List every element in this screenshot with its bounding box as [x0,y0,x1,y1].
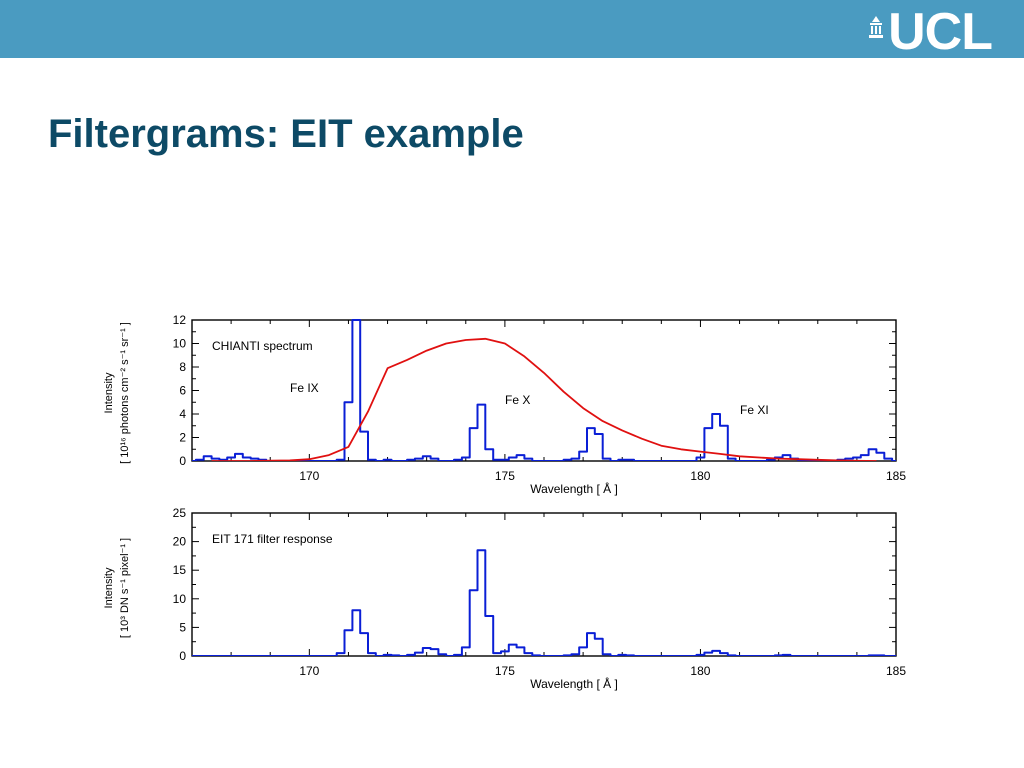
y-tick-label: 10 [173,592,187,606]
y-tick-label: 4 [179,407,186,421]
x-tick-label: 185 [886,469,906,483]
y-tick-label: 20 [173,535,187,549]
line-annotation: Fe XI [740,403,769,417]
series-group-1 [192,319,896,461]
panel-annotation-title: EIT 171 filter response [212,532,333,546]
x-tick-label: 180 [690,664,710,678]
header-bar: UCL [0,0,1024,58]
slide-title: Filtergrams: EIT example [48,112,524,156]
y-axis-label-units: [ 10¹⁶ photons cm⁻² s⁻¹ sr⁻¹ ] [119,322,131,464]
x-axis-label: Wavelength [ Å ] [530,481,618,496]
ucl-logo: UCL [868,3,993,61]
y-tick-label: 15 [173,563,187,577]
x-axis-label: Wavelength [ Å ] [530,676,618,691]
line-annotation: Fe X [505,393,530,407]
logo-text: UCL [888,3,993,61]
x-tick-label: 170 [299,664,319,678]
y-tick-label: 5 [179,620,186,634]
y-tick-label: 0 [179,649,186,663]
y-tick-label: 6 [179,384,186,398]
line-annotation: Fe IX [290,381,319,395]
x-tick-label: 185 [886,664,906,678]
x-tick-label: 180 [690,469,710,483]
y-tick-label: 2 [179,431,186,445]
y-tick-label: 12 [173,313,187,327]
y-tick-label: 25 [173,506,187,520]
x-tick-label: 175 [495,664,515,678]
y-tick-label: 0 [179,454,186,468]
chart-panel-2: 170 175 180 185 0 5 10 15 20 25 Wavelength [ Å ] In… [103,506,906,691]
y-axis-label: Intensity [103,567,115,608]
y-axis-label: Intensity [103,372,115,413]
y-tick-label: 8 [179,360,186,374]
response-curve [211,337,877,461]
y-axis-label-units: [ 10³ DN s⁻¹ pixel⁻¹ ] [119,538,131,638]
x-tick-label: 175 [495,469,515,483]
x-tick-label: 170 [299,469,319,483]
series-group-2 [211,337,877,461]
chart-panel-1: 170 175 180 185 0 2 4 6 8 10 12 Wavelength [ Å ] Int… [103,313,906,496]
spectrum-line [192,549,896,656]
panel-annotation-title: CHIANTI spectrum [212,339,313,353]
portico-icon [869,16,884,38]
series-group-1 [192,549,896,656]
y-tick-label: 10 [173,337,187,351]
spectrum-line [192,319,896,461]
